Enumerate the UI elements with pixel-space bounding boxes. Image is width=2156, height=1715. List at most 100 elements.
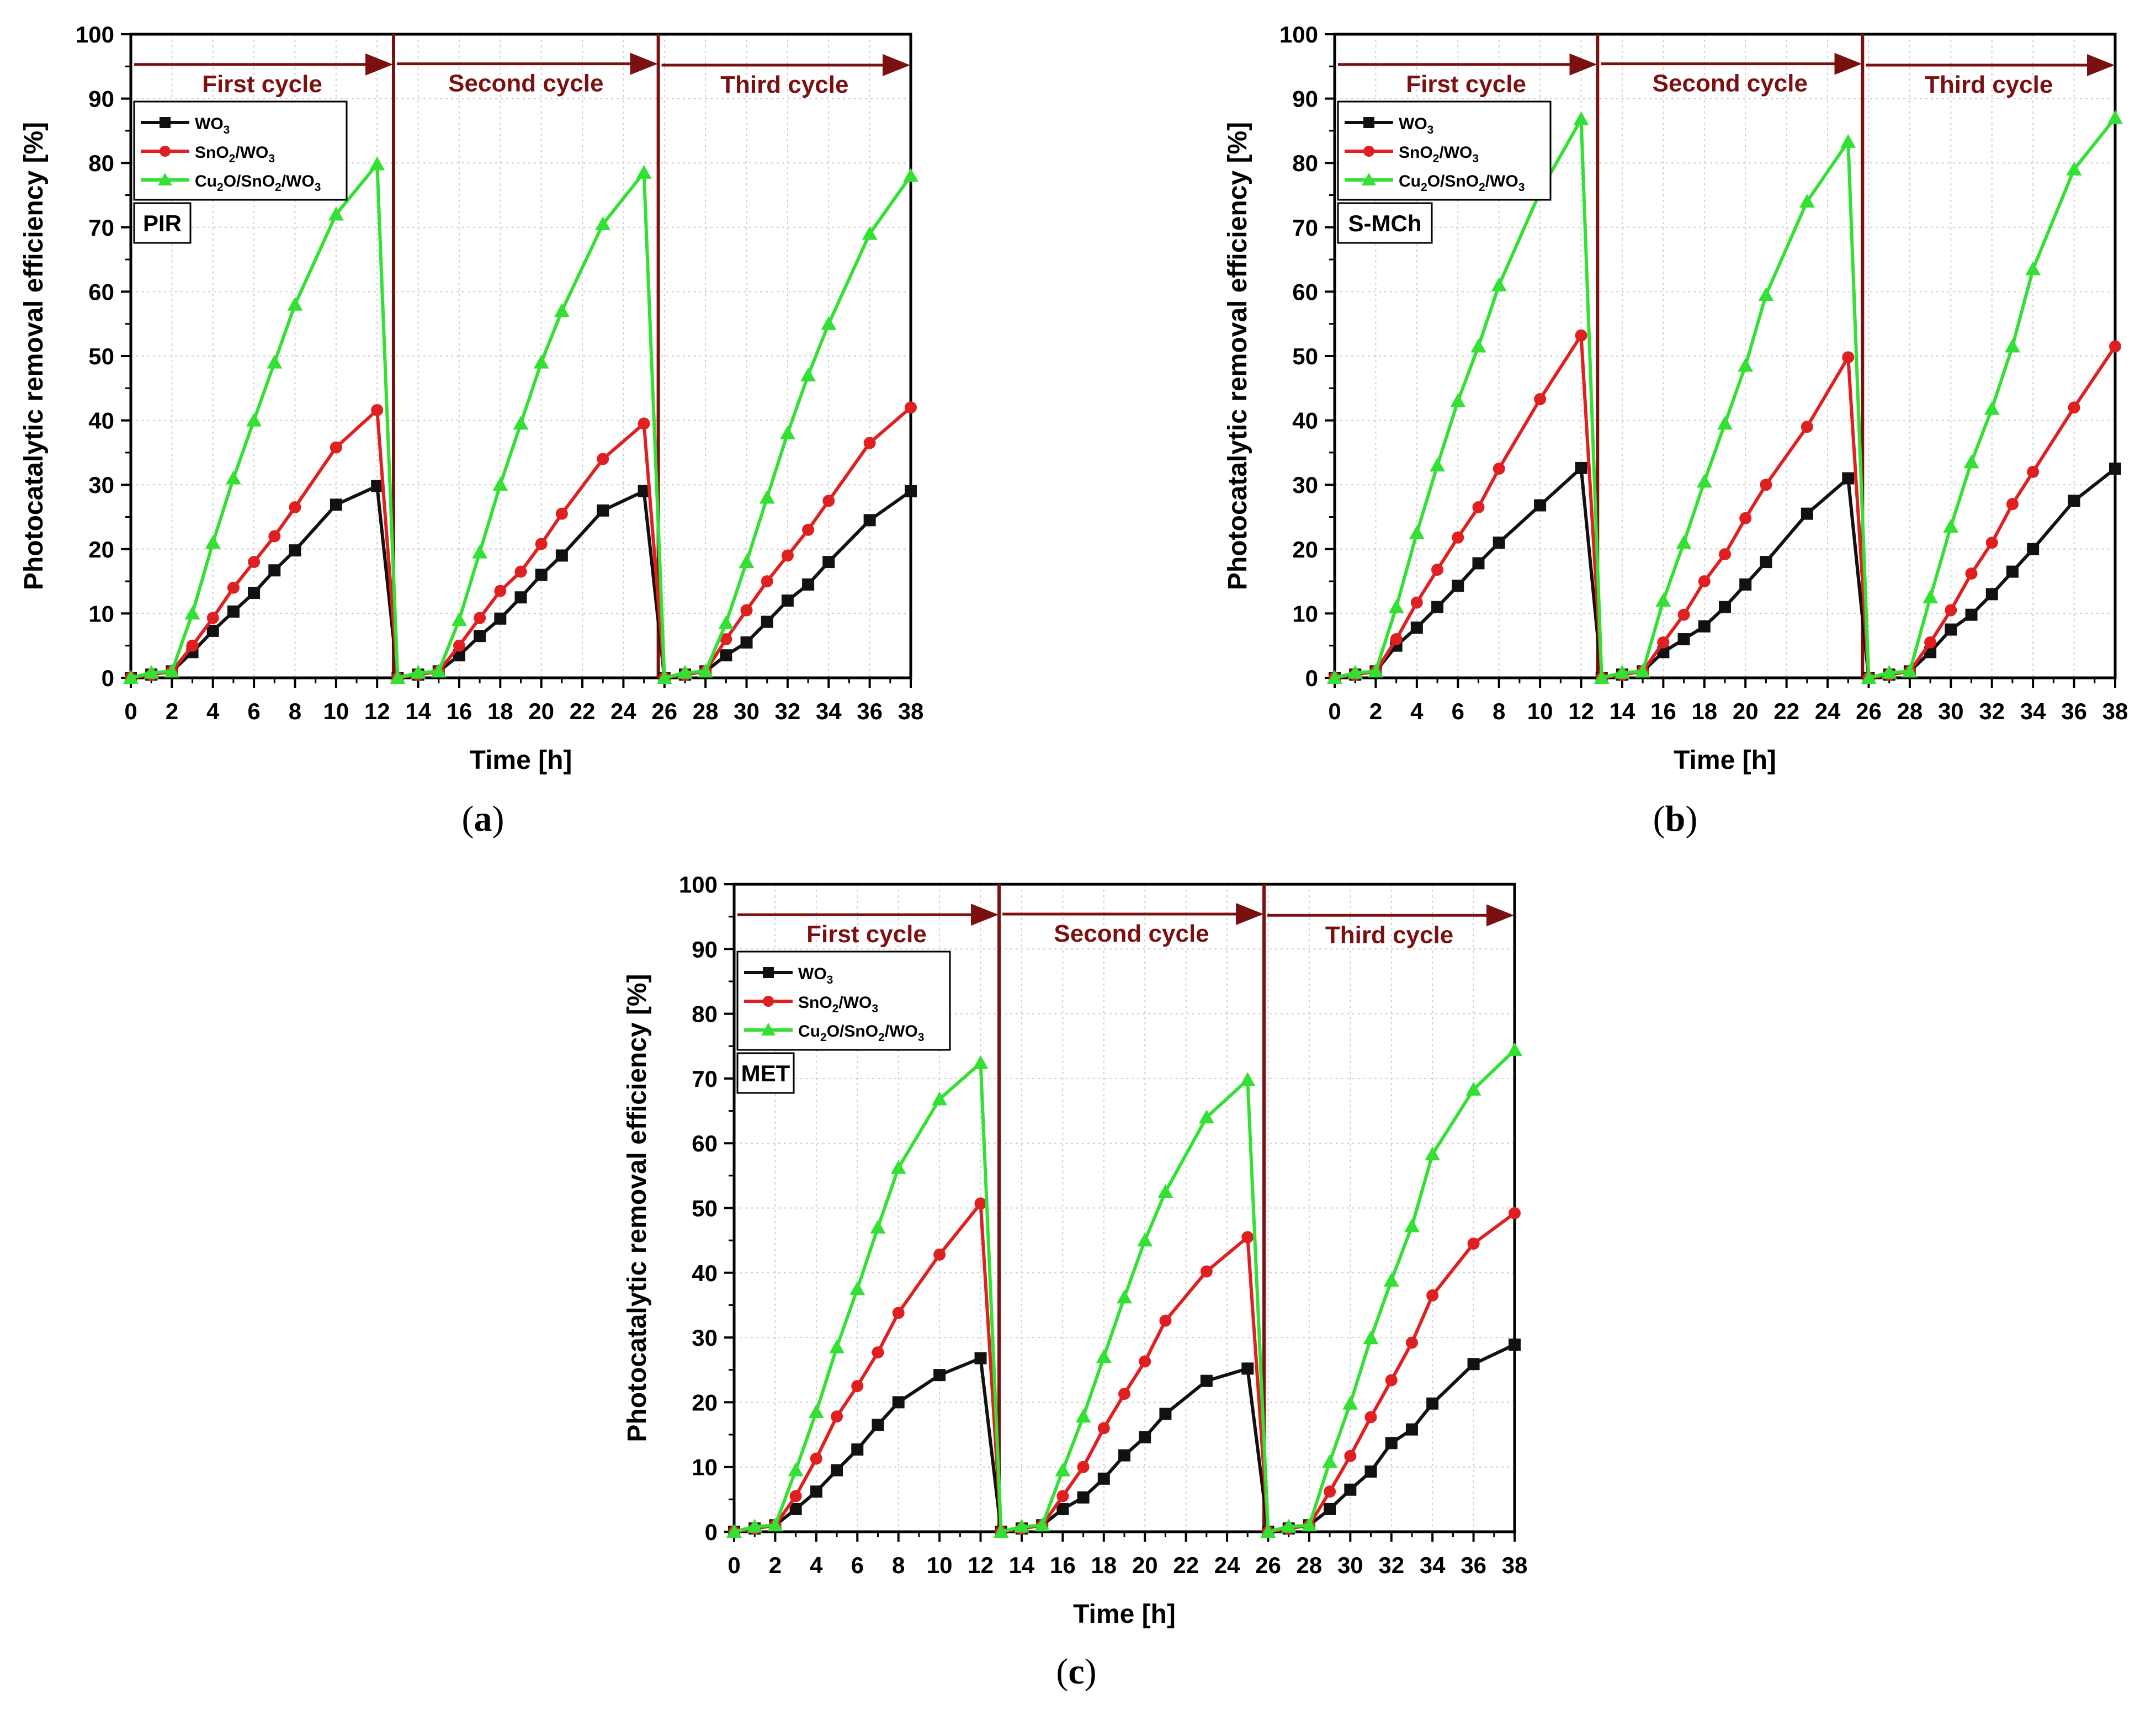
y-axis-title: Photocatalytic removal efficiency [%] [623, 974, 652, 1442]
data-point-wo3 [1241, 1362, 1254, 1375]
data-point-cu2o-sno2-wo3 [554, 303, 570, 317]
y-tick-label: 50 [692, 1196, 718, 1222]
x-tick-label: 0 [124, 698, 137, 724]
legend-label: Cu2O/SnO2/WO3 [1399, 172, 1525, 194]
x-tick-label: 20 [1132, 1552, 1158, 1578]
x-tick-label: 34 [1420, 1552, 1446, 1578]
data-point-cu2o-sno2-wo3 [1034, 1517, 1050, 1532]
x-tick-label: 2 [166, 698, 178, 724]
legend-marker [160, 146, 171, 157]
legend-marker [761, 1023, 776, 1036]
data-point-wo3 [1200, 1374, 1213, 1387]
data-point-cu2o-sno2-wo3 [1425, 1146, 1441, 1161]
panel-label: (b) [1653, 799, 1698, 839]
y-tick-label: 0 [705, 1519, 718, 1545]
data-point-cu2o-sno2-wo3 [513, 416, 529, 430]
panel-label: (a) [462, 799, 505, 839]
data-point-wo3 [2006, 565, 2019, 578]
data-point-sno2-wo3 [227, 581, 240, 594]
compound-frame [1337, 202, 1433, 244]
cycle-label: First cycle [202, 71, 322, 98]
data-point-sno2-wo3 [1534, 393, 1547, 406]
x-tick-label: 0 [1328, 698, 1341, 724]
data-point-wo3 [248, 587, 261, 599]
x-tick-label: 30 [734, 698, 760, 724]
data-point-cu2o-sno2-wo3 [1840, 134, 1856, 148]
x-tick-label: 38 [898, 698, 924, 724]
data-point-sno2-wo3 [1426, 1289, 1439, 1302]
data-point-cu2o-sno2-wo3 [1881, 665, 1897, 679]
data-point-sno2-wo3 [851, 1380, 864, 1393]
y-tick-label: 100 [1279, 22, 1318, 47]
compound-label: MET [741, 1060, 790, 1086]
x-tick-label: 22 [1773, 698, 1799, 724]
y-tick-label: 20 [88, 537, 114, 562]
data-point-cu2o-sno2-wo3 [164, 663, 180, 678]
data-point-cu2o-sno2-wo3 [677, 665, 693, 679]
data-point-cu2o-sno2-wo3 [747, 1518, 763, 1533]
x-tick-label: 22 [1173, 1552, 1199, 1578]
data-point-cu2o-sno2-wo3 [1137, 1233, 1153, 1247]
data-point-sno2-wo3 [2109, 340, 2121, 353]
data-point-sno2-wo3 [1760, 479, 1772, 491]
y-tick-label: 0 [1305, 665, 1318, 691]
data-point-cu2o-sno2-wo3 [123, 670, 139, 684]
y-tick-label: 90 [692, 936, 718, 962]
data-point-sno2-wo3 [1842, 351, 1855, 364]
data-point-cu2o-sno2-wo3 [808, 1404, 824, 1418]
data-point-sno2-wo3 [872, 1346, 884, 1359]
data-point-wo3 [1467, 1358, 1480, 1371]
data-point-cu2o-sno2-wo3 [1409, 525, 1425, 539]
data-point-sno2-wo3 [933, 1248, 946, 1261]
x-tick-label: 24 [610, 698, 636, 724]
data-point-wo3 [1509, 1339, 1521, 1351]
data-point-wo3 [1719, 601, 1731, 613]
data-point-wo3 [1842, 472, 1855, 485]
data-point-wo3 [974, 1352, 987, 1364]
data-point-wo3 [1118, 1449, 1130, 1462]
y-tick-label: 0 [102, 665, 114, 691]
grid [1335, 34, 2115, 678]
data-point-sno2-wo3 [974, 1197, 987, 1210]
data-point-sno2-wo3 [1467, 1238, 1480, 1250]
data-point-sno2-wo3 [1698, 575, 1711, 588]
data-point-wo3 [1472, 557, 1485, 570]
data-point-cu2o-sno2-wo3 [246, 412, 262, 427]
legend-label: Cu2O/SnO2/WO3 [195, 172, 321, 194]
data-point-wo3 [330, 498, 342, 511]
data-point-wo3 [535, 569, 548, 581]
data-point-cu2o-sno2-wo3 [903, 168, 918, 182]
data-point-sno2-wo3 [2068, 401, 2080, 414]
data-point-cu2o-sno2-wo3 [1963, 454, 1979, 469]
data-point-cu2o-sno2-wo3 [1943, 518, 1959, 533]
x-tick-label: 26 [651, 698, 677, 724]
y-tick-label: 90 [1292, 86, 1318, 112]
x-tick-label: 38 [2102, 698, 2128, 724]
x-tick-label: 6 [1452, 698, 1464, 724]
data-point-cu2o-sno2-wo3 [1157, 1184, 1173, 1198]
x-tick-label: 2 [1369, 698, 1382, 724]
y-tick-label: 60 [692, 1130, 718, 1156]
x-tick-label: 8 [892, 1552, 905, 1578]
data-point-cu2o-sno2-wo3 [1198, 1109, 1214, 1124]
x-tick-label: 32 [1979, 698, 2005, 724]
data-point-sno2-wo3 [1241, 1231, 1254, 1244]
data-point-wo3 [720, 649, 732, 662]
cycle-label: First cycle [806, 921, 927, 948]
data-point-sno2-wo3 [863, 437, 876, 449]
data-point-wo3 [2027, 543, 2040, 555]
legend-label: SnO2/WO3 [1399, 144, 1479, 165]
y-tick-label: 90 [88, 86, 114, 112]
y-tick-label: 10 [692, 1454, 718, 1480]
compound-label-box: MET [736, 1052, 795, 1094]
data-point-wo3 [1056, 1502, 1069, 1515]
data-point-sno2-wo3 [1364, 1411, 1377, 1424]
data-point-wo3 [1760, 556, 1772, 569]
x-tick-label: 8 [289, 698, 301, 724]
data-point-wo3 [1410, 622, 1423, 634]
data-point-cu2o-sno2-wo3 [726, 1524, 742, 1538]
data-point-cu2o-sno2-wo3 [1738, 358, 1754, 372]
data-point-sno2-wo3 [2006, 498, 2019, 511]
data-point-cu2o-sno2-wo3 [2025, 261, 2041, 275]
data-point-wo3 [781, 594, 794, 607]
